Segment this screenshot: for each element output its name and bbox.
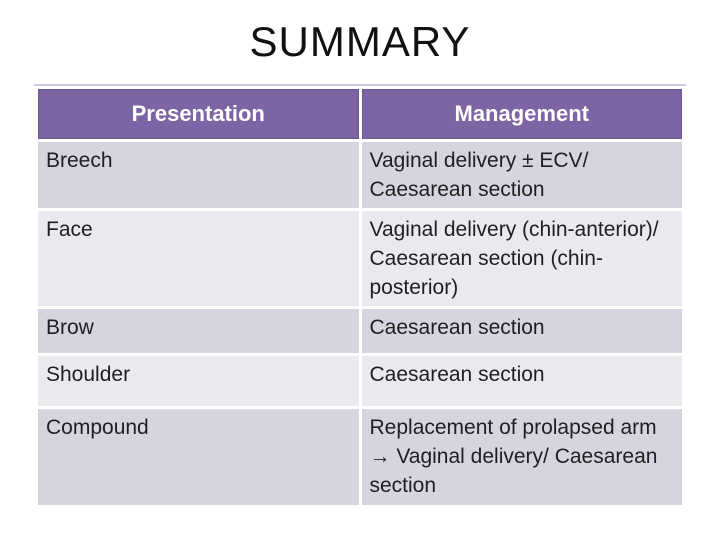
management-cell: Replacement of prolapsed arm → Vaginal d… — [361, 409, 682, 505]
summary-table: Presentation Management Breech Vaginal d… — [35, 86, 685, 508]
presentation-cell: Breech — [38, 142, 359, 208]
presentation-cell: Face — [38, 211, 359, 306]
table-row-breech: Breech Vaginal delivery ± ECV/ Caesarean… — [38, 142, 682, 208]
presentation-cell: Shoulder — [38, 356, 359, 406]
column-header-management: Management — [361, 89, 682, 139]
table-row-face: Face Vaginal delivery (chin-anterior)/ C… — [38, 211, 682, 306]
slide-title: SUMMARY — [249, 18, 471, 65]
management-cell: Vaginal delivery ± ECV/ Caesarean sectio… — [361, 142, 682, 208]
table-top-border — [34, 84, 686, 86]
table-row-brow: Brow Caesarean section — [38, 309, 682, 353]
table-row-shoulder: Shoulder Caesarean section — [38, 356, 682, 406]
column-header-presentation: Presentation — [38, 89, 359, 139]
management-cell: Vaginal delivery (chin-anterior)/ Caesar… — [361, 211, 682, 306]
presentation-cell: Compound — [38, 409, 359, 505]
presentation-cell: Brow — [38, 309, 359, 353]
table-header-row: Presentation Management — [38, 89, 682, 139]
table-row-compound: Compound Replacement of prolapsed arm → … — [38, 409, 682, 505]
management-cell: Caesarean section — [361, 356, 682, 406]
management-cell: Caesarean section — [361, 309, 682, 353]
